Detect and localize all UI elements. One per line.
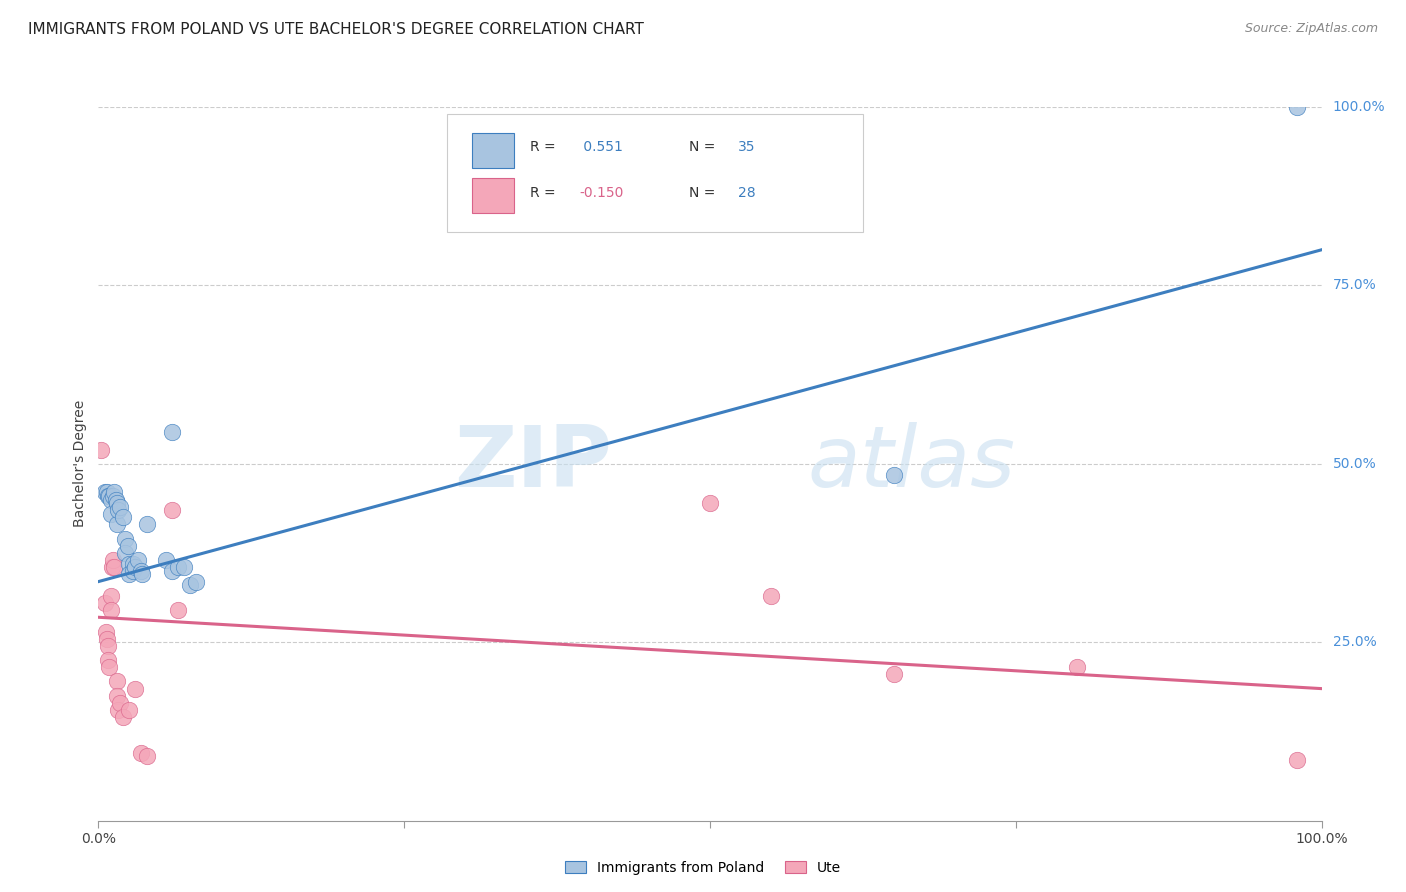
Point [1286, 100, 1309, 114]
Point [96, 632, 118, 646]
Point [100, 603, 122, 617]
Point [114, 546, 136, 560]
Text: R =: R = [530, 140, 560, 154]
Y-axis label: Bachelor's Degree: Bachelor's Degree [73, 401, 87, 527]
Point [97, 639, 120, 653]
Point [160, 564, 183, 578]
Text: 0.551: 0.551 [579, 140, 623, 154]
Point [104, 492, 127, 507]
FancyBboxPatch shape [471, 134, 515, 168]
Point [97, 489, 120, 503]
Point [129, 746, 152, 760]
Text: R =: R = [530, 186, 560, 200]
Point [124, 681, 146, 696]
Point [1286, 753, 1309, 767]
Point [186, 574, 208, 589]
Point [90, 442, 112, 457]
Point [761, 589, 783, 603]
Point [96, 485, 118, 500]
Point [105, 517, 128, 532]
Point [167, 560, 190, 574]
Point [179, 578, 201, 592]
Point [98, 489, 121, 503]
Point [173, 560, 195, 574]
Point [107, 503, 129, 517]
Text: IMMIGRANTS FROM POLAND VS UTE BACHELOR'S DEGREE CORRELATION CHART: IMMIGRANTS FROM POLAND VS UTE BACHELOR'S… [28, 22, 644, 37]
Point [131, 567, 153, 582]
Point [121, 557, 143, 571]
Point [98, 660, 121, 674]
Point [105, 689, 128, 703]
FancyBboxPatch shape [471, 178, 515, 212]
Text: ZIP: ZIP [454, 422, 612, 506]
Point [136, 749, 159, 764]
Point [103, 560, 125, 574]
Point [107, 703, 129, 717]
Text: -0.150: -0.150 [579, 186, 623, 200]
Point [136, 517, 159, 532]
Point [699, 496, 721, 510]
Point [167, 603, 190, 617]
Point [111, 710, 134, 724]
Text: 28: 28 [738, 186, 756, 200]
Point [110, 696, 132, 710]
Point [1066, 660, 1088, 674]
Point [101, 553, 124, 567]
Text: atlas: atlas [808, 422, 1017, 506]
Point [114, 532, 136, 546]
Text: 50.0%: 50.0% [1333, 457, 1376, 471]
Point [883, 667, 905, 681]
Point [105, 496, 128, 510]
Text: 75.0%: 75.0% [1333, 278, 1376, 293]
Point [117, 539, 139, 553]
Point [94, 624, 117, 639]
Point [121, 564, 143, 578]
Point [883, 467, 905, 482]
Point [105, 674, 128, 689]
Point [101, 489, 124, 503]
Point [160, 425, 183, 439]
Point [111, 510, 134, 524]
Point [127, 553, 149, 567]
Point [118, 557, 141, 571]
Point [118, 703, 141, 717]
Text: Source: ZipAtlas.com: Source: ZipAtlas.com [1244, 22, 1378, 36]
Point [110, 500, 132, 514]
Point [100, 589, 122, 603]
Text: N =: N = [689, 186, 720, 200]
Point [103, 485, 125, 500]
Point [100, 492, 122, 507]
Text: 25.0%: 25.0% [1333, 635, 1376, 649]
Text: 100.0%: 100.0% [1333, 100, 1385, 114]
Legend: Immigrants from Poland, Ute: Immigrants from Poland, Ute [560, 855, 846, 880]
Point [118, 567, 141, 582]
Point [124, 560, 146, 574]
Point [93, 596, 115, 610]
Point [160, 503, 183, 517]
Text: N =: N = [689, 140, 720, 154]
Point [97, 653, 120, 667]
Point [155, 553, 177, 567]
Point [101, 560, 124, 574]
FancyBboxPatch shape [447, 114, 863, 232]
Point [129, 564, 152, 578]
Point [93, 485, 115, 500]
Text: 35: 35 [738, 140, 755, 154]
Point [100, 507, 122, 521]
